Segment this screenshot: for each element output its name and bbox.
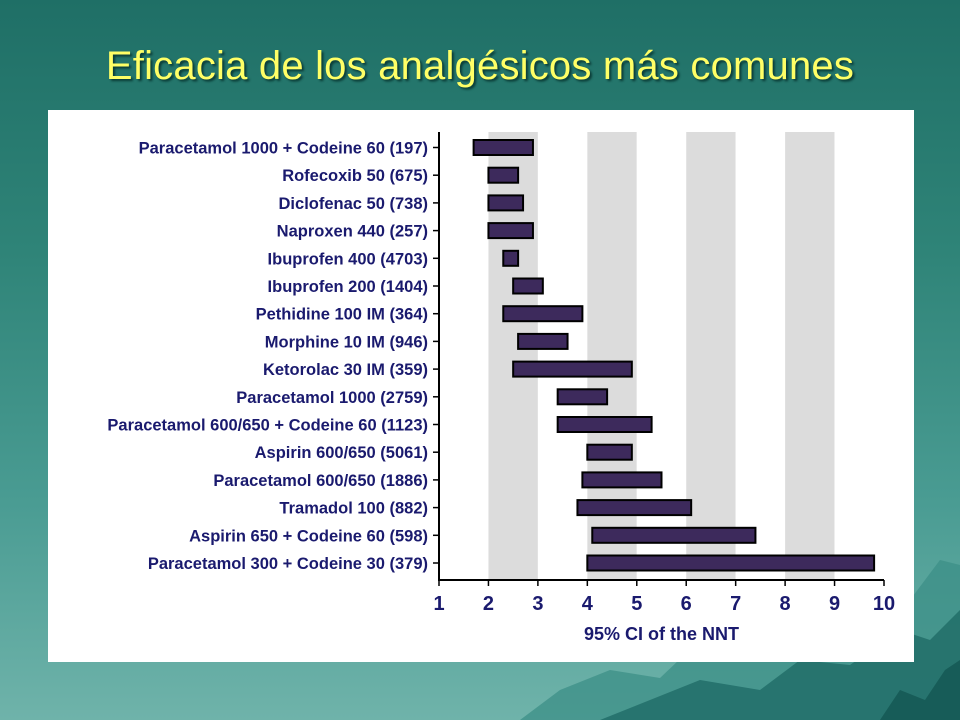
- range-bar: [576, 499, 693, 517]
- x-tick-label: 7: [730, 593, 741, 615]
- category-label: Paracetamol 1000 + Codeine 60 (197): [139, 140, 428, 158]
- category-label: Aspirin 650 + Codeine 60 (598): [189, 527, 428, 545]
- x-tick-label: 10: [873, 593, 895, 615]
- x-tick-labels: 1 2 3 4 5 6 7 8 9 10: [433, 593, 895, 615]
- category-label: Pethidine 100 IM (364): [256, 306, 428, 324]
- x-tick-label: 4: [582, 593, 594, 615]
- category-label: Naproxen 440 (257): [277, 223, 428, 241]
- grid-band: [439, 132, 489, 580]
- x-tick-label: 5: [631, 593, 642, 615]
- category-label: Rofecoxib 50 (675): [282, 167, 428, 185]
- category-label: Ibuprofen 400 (4703): [268, 250, 428, 268]
- category-label: Diclofenac 50 (738): [279, 195, 428, 213]
- x-tick-label: 1: [433, 593, 444, 615]
- chart-panel: Paracetamol 1000 + Codeine 60 (197) Rofec…: [48, 110, 914, 662]
- x-tick-label: 6: [681, 593, 692, 615]
- range-bar: [487, 166, 520, 184]
- range-bars: [472, 139, 876, 572]
- category-label: Aspirin 600/650 (5061): [255, 444, 428, 462]
- range-bar: [556, 416, 653, 433]
- x-tick-label: 3: [532, 593, 543, 615]
- grid-band: [785, 132, 835, 580]
- x-tick-label: 9: [829, 593, 840, 615]
- category-label: Paracetamol 600/650 + Codeine 60 (1123): [107, 417, 428, 435]
- range-bar: [487, 222, 534, 240]
- x-tick-label: 8: [780, 593, 791, 615]
- slide-title: Eficacia de los analgésicos más comunes: [105, 44, 855, 88]
- x-tick-label: 2: [483, 593, 494, 615]
- range-bar: [586, 554, 876, 572]
- chart-svg: Paracetamol 1000 + Codeine 60 (197) Rofec…: [107, 132, 895, 644]
- axes: [433, 132, 885, 586]
- range-bar: [586, 443, 633, 461]
- category-label: Ketorolac 30 IM (359): [263, 361, 428, 379]
- category-label: Paracetamol 300 + Codeine 30 (379): [148, 555, 428, 573]
- range-bar: [502, 249, 520, 267]
- range-bar: [512, 277, 544, 295]
- range-bar: [581, 471, 663, 489]
- category-label: Tramadol 100 (882): [279, 500, 428, 518]
- category-labels: Paracetamol 1000 + Codeine 60 (197) Rofec…: [107, 140, 428, 574]
- category-label: Paracetamol 600/650 (1886): [213, 472, 428, 490]
- range-bar: [472, 139, 534, 156]
- category-label: Morphine 10 IM (946): [265, 333, 428, 351]
- category-label: Ibuprofen 200 (1404): [268, 278, 428, 296]
- range-bar: [512, 360, 633, 378]
- range-bar: [556, 388, 609, 406]
- range-bar: [487, 194, 525, 212]
- x-axis-title: 95% CI of the NNT: [584, 624, 739, 644]
- range-bar: [591, 526, 757, 544]
- category-label: Paracetamol 1000 (2759): [236, 389, 428, 407]
- grid-band: [735, 132, 786, 580]
- grid-band: [834, 132, 884, 580]
- grid-band: [686, 132, 736, 580]
- range-bar: [502, 305, 584, 323]
- range-bar: [517, 332, 569, 350]
